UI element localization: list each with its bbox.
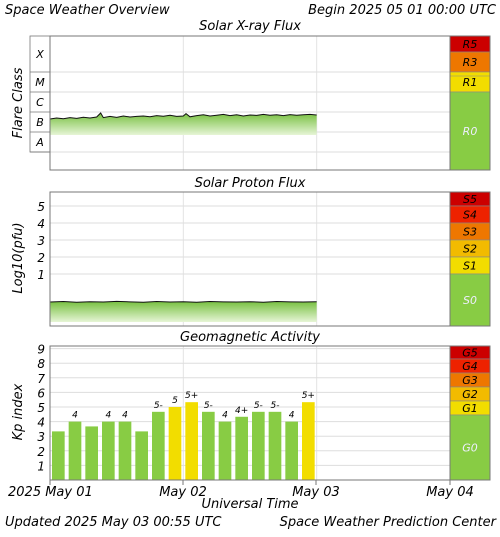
proton-tick-label: 2 — [37, 251, 45, 265]
geomag-scale-label: G4 — [462, 360, 478, 373]
kp-bar — [302, 402, 315, 480]
xray-scale-box — [449, 91, 491, 171]
geomag-scale-label: G2 — [462, 388, 478, 401]
kp-bar — [102, 421, 115, 480]
proton-flux-line — [49, 300, 317, 303]
kp-bar — [185, 402, 198, 480]
time-tick-label: May 04 — [426, 485, 474, 500]
proton-ylabel: Log10(pfu) — [11, 222, 26, 293]
kp-bar-label: 4 — [289, 411, 295, 421]
kp-bar-label: 5- — [154, 401, 163, 411]
kp-bar — [168, 407, 182, 480]
kp-tick-label: 1 — [37, 459, 45, 473]
xray-class-label: X — [35, 48, 44, 61]
kp-bar — [235, 416, 248, 480]
xray-scale-label: R3 — [463, 56, 478, 69]
kp-bar — [118, 421, 132, 480]
geomag-scale-label: G3 — [462, 374, 478, 387]
xray-background — [50, 36, 490, 170]
xray-scale-label: R0 — [463, 125, 478, 138]
kp-bar — [135, 431, 148, 480]
time-axis: 2025 May 01 May 02 May 03 May 04 — [8, 480, 474, 500]
kp-ylabel: Kp index — [11, 383, 26, 440]
kp-bar-label: 4 — [105, 411, 111, 421]
xray-class-label: A — [35, 136, 44, 149]
geomag-title: Geomagnetic Activity — [180, 330, 320, 345]
proton-tick-label: 4 — [37, 217, 45, 231]
xray-border — [49, 35, 491, 171]
proton-border — [49, 191, 491, 327]
xray-scale-label: R1 — [463, 76, 478, 89]
time-tick-label: 2025 May 01 — [8, 485, 93, 500]
proton-tick-label: 1 — [37, 268, 45, 282]
proton-flux-area — [50, 301, 317, 322]
kp-bar — [268, 411, 282, 480]
kp-tick-label: 6 — [37, 386, 45, 400]
kp-bar-label: 4 — [122, 411, 128, 421]
kp-bar-label: 5+ — [302, 391, 315, 401]
kp-bar-label: 4 — [72, 411, 78, 421]
xray-title: Solar X-ray Flux — [199, 19, 301, 34]
xray-flux-line — [49, 112, 317, 120]
updated-time: Updated 2025 May 03 00:55 UTC — [5, 515, 222, 530]
proton-panel: 1 2 3 4 5 S5 S4 S3 S2 S1 S0 — [37, 191, 491, 327]
kp-tick-label: 8 — [37, 357, 45, 371]
xray-ylabel: Flare Class — [11, 67, 26, 138]
xaxis-label: Universal Time — [201, 497, 298, 512]
proton-title: Solar Proton Flux — [195, 176, 306, 191]
xray-scale-label: R5 — [463, 38, 478, 51]
kp-tick-label: 9 — [37, 343, 45, 357]
kp-bar — [68, 421, 82, 480]
time-tick-label: May 02 — [159, 485, 207, 500]
time-tick-label: May 03 — [292, 485, 340, 500]
kp-tick-label: 2 — [37, 445, 45, 459]
kp-bar — [85, 426, 98, 480]
proton-scale-box — [449, 273, 491, 327]
proton-scale-label: S2 — [463, 243, 477, 256]
proton-scale-label: S1 — [463, 260, 477, 273]
geomag-scale-label: G0 — [462, 442, 478, 455]
proton-scale-label: S5 — [463, 193, 477, 206]
proton-scale-label: S3 — [463, 226, 477, 239]
proton-scale-label: S0 — [463, 294, 477, 307]
xray-class-label: M — [35, 76, 45, 89]
xray-class-label: B — [36, 116, 44, 129]
kp-bar-label: 5- — [204, 401, 213, 411]
kp-bar — [252, 411, 265, 480]
proton-tick-label: 3 — [37, 234, 45, 248]
kp-bar — [202, 411, 215, 480]
kp-bar-label: 5- — [271, 401, 280, 411]
kp-tick-label: 3 — [37, 430, 45, 444]
proton-tick-label: 5 — [37, 200, 45, 214]
xray-class-label: C — [36, 96, 44, 109]
kp-bar-label: 4+ — [235, 406, 248, 416]
kp-bar — [152, 411, 165, 480]
kp-tick-label: 5 — [37, 401, 45, 415]
prediction-center: Space Weather Prediction Center — [280, 515, 498, 530]
kp-bar-label: 5- — [254, 401, 263, 411]
begin-time: Begin 2025 05 01 00:00 UTC — [308, 3, 497, 18]
kp-bar — [218, 421, 232, 480]
geomag-scale-label: G5 — [462, 347, 478, 360]
geomag-scale-box — [449, 414, 491, 481]
xray-flux-area — [50, 113, 317, 135]
overview-title: Space Weather Overview — [5, 3, 170, 18]
kp-tick-label: 4 — [37, 416, 45, 430]
kp-bar-label: 5 — [172, 396, 178, 406]
kp-bar — [285, 421, 298, 480]
geomag-scale-label: G1 — [462, 402, 478, 415]
proton-scale-label: S4 — [463, 209, 477, 222]
kp-bar-label: 4 — [222, 411, 228, 421]
kp-bar-label: 5+ — [185, 391, 198, 401]
geomag-border — [49, 345, 491, 481]
kp-bar — [52, 431, 65, 480]
kp-tick-label: 7 — [37, 372, 45, 386]
